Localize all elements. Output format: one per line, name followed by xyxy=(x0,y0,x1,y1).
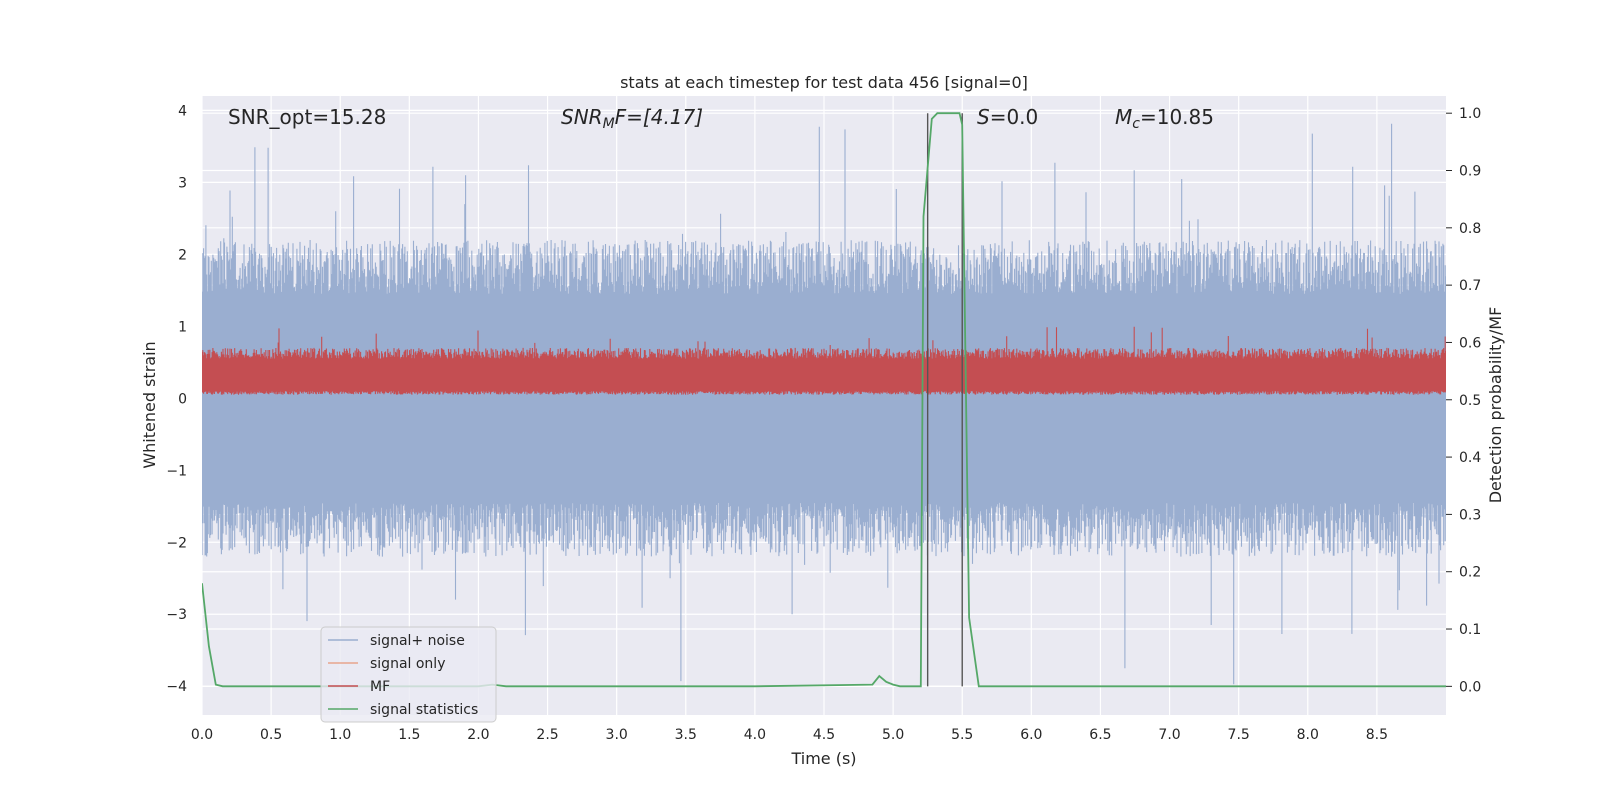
left-y-axis-label: Whitened strain xyxy=(140,341,159,468)
right-y-tick-6: 0.4 xyxy=(1459,450,1481,466)
x-tick-13: 6.5 xyxy=(1089,727,1111,743)
x-tick-8: 4.0 xyxy=(744,727,766,743)
x-tick-3: 1.5 xyxy=(398,727,420,743)
right-y-tick-8: 0.2 xyxy=(1459,565,1481,581)
x-tick-17: 8.5 xyxy=(1366,727,1388,743)
annotation-mc-sub: c xyxy=(1132,116,1140,132)
annotation-mc-base: M xyxy=(1115,105,1132,129)
left-y-tick-3: 1 xyxy=(178,319,187,335)
x-tick-14: 7.0 xyxy=(1158,727,1180,743)
vertical-lines xyxy=(926,113,963,687)
legend-label-signal-only: signal only xyxy=(370,656,445,672)
right-y-tick-5: 0.5 xyxy=(1459,393,1481,409)
annotation-mc-rest: =10.85 xyxy=(1140,105,1214,129)
x-tick-labels: 0.0 0.5 1.0 1.5 2.0 2.5 3.0 3.5 4.0 4.5 5.0 5.5 6.0 6… xyxy=(191,727,1388,743)
x-tick-9: 4.5 xyxy=(813,727,835,743)
right-y-tick-3: 0.7 xyxy=(1459,278,1481,294)
x-tick-7: 3.5 xyxy=(675,727,697,743)
annotation-snr-mf-rest: F=[4.17] xyxy=(615,105,703,129)
legend-label-signal-statistics: signal statistics xyxy=(370,702,478,718)
x-tick-16: 8.0 xyxy=(1297,727,1319,743)
annotation-snr-opt: SNR_opt=15.28 xyxy=(228,105,386,129)
left-y-tick-8: −4 xyxy=(166,679,187,695)
x-tick-11: 5.5 xyxy=(951,727,973,743)
chart-title: stats at each timestep for test data 456… xyxy=(620,73,1028,92)
x-tick-5: 2.5 xyxy=(536,727,558,743)
x-tick-6: 3.0 xyxy=(606,727,628,743)
legend: signal+ noise signal only MF signal stat… xyxy=(320,626,497,723)
x-tick-15: 7.5 xyxy=(1228,727,1250,743)
right-y-axis-label: Detection probability/MF xyxy=(1486,307,1505,504)
noise-series xyxy=(202,123,1446,685)
right-y-tick-2: 0.8 xyxy=(1459,221,1481,237)
right-y-tick-7: 0.3 xyxy=(1459,507,1481,523)
annotation-mc: Mc=10.85 xyxy=(1115,105,1214,132)
left-y-tick-1: 3 xyxy=(178,175,187,191)
annotation-snr-mf-sub: M xyxy=(603,116,615,132)
x-axis-label: Time (s) xyxy=(790,749,856,768)
x-tick-2: 1.0 xyxy=(329,727,351,743)
annotation-snr-mf: SNRMF=[4.17] xyxy=(561,105,703,132)
legend-label-mf: MF xyxy=(370,679,390,695)
x-tick-10: 5.0 xyxy=(882,727,904,743)
annotation-s-stat: S=0.0 xyxy=(977,105,1038,129)
x-tick-12: 6.0 xyxy=(1020,727,1042,743)
legend-label-signal-noise: signal+ noise xyxy=(370,633,465,649)
mf-trace xyxy=(202,326,1446,395)
right-y-tick-labels: 1.0 0.9 0.8 0.7 0.6 0.5 0.4 0.3 0.2 0.1 0.0 xyxy=(1446,106,1481,695)
annotation-snr-mf-base: SNR xyxy=(561,105,603,129)
left-y-tick-4: 0 xyxy=(178,391,187,407)
right-y-tick-1: 0.9 xyxy=(1459,164,1481,180)
right-y-tick-4: 0.6 xyxy=(1459,335,1481,351)
annotation-s-rest: =0.0 xyxy=(990,105,1039,129)
x-tick-0: 0.0 xyxy=(191,727,213,743)
left-y-tick-0: 4 xyxy=(178,103,187,119)
annotation-s-base: S xyxy=(977,105,990,129)
left-y-tick-5: −1 xyxy=(166,463,187,479)
right-y-tick-9: 0.1 xyxy=(1459,622,1481,638)
mf-series xyxy=(202,326,1446,395)
left-y-tick-6: −2 xyxy=(166,535,187,551)
legend-box xyxy=(320,626,497,723)
x-tick-4: 2.0 xyxy=(467,727,489,743)
x-tick-1: 0.5 xyxy=(260,727,282,743)
right-y-tick-10: 0.0 xyxy=(1459,679,1481,695)
left-y-tick-2: 2 xyxy=(178,247,187,263)
left-y-tick-labels: 4 3 2 1 0 −1 −2 −3 −4 xyxy=(166,103,187,695)
right-y-tick-0: 1.0 xyxy=(1459,106,1481,122)
left-y-tick-7: −3 xyxy=(166,607,187,623)
